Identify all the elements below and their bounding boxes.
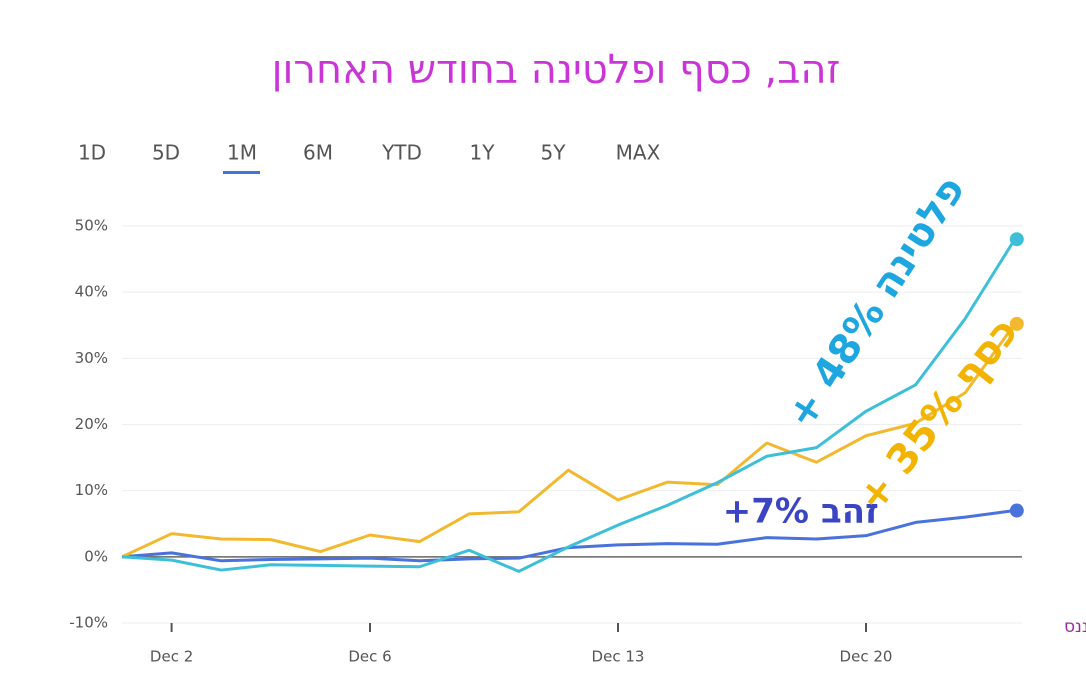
end-dot <box>1009 232 1024 247</box>
series-line <box>121 238 1017 573</box>
annotation-name: זהב <box>821 492 879 532</box>
y-tick-label: 10% <box>75 481 108 499</box>
y-tick-label: 50% <box>75 217 108 235</box>
y-tick-label: 40% <box>75 283 108 301</box>
range-tab[interactable]: 1M <box>227 141 257 165</box>
annotation-percent: +7% <box>723 492 809 532</box>
series-annotation: +7% זהב <box>723 492 879 532</box>
end-dot <box>1009 503 1024 518</box>
series-line <box>121 323 1017 559</box>
range-tab[interactable]: 1D <box>78 141 106 165</box>
range-tab[interactable]: 5D <box>152 141 180 165</box>
range-tab[interactable]: 6M <box>303 141 333 165</box>
selected-tab-underline <box>223 171 260 174</box>
annotation-percent: + 48% <box>778 291 895 436</box>
annotation-percent: + 35% <box>848 379 972 520</box>
range-tab[interactable]: 1Y <box>470 141 496 165</box>
chart-title: זהב, כסף ופלטינה בחודש האחרון <box>272 47 841 93</box>
x-tick-label: Dec 2 <box>150 648 193 666</box>
y-tick-label: -10% <box>69 614 108 632</box>
x-tick-label: Dec 13 <box>592 648 645 666</box>
x-tick-label: Dec 20 <box>840 648 893 666</box>
y-tick-label: 20% <box>75 415 108 433</box>
annotation-name: פלטינה <box>862 168 974 306</box>
x-tick-label: Dec 6 <box>348 648 391 666</box>
end-dot <box>1009 316 1024 331</box>
range-tab[interactable]: YTD <box>381 141 422 165</box>
y-tick-label: 30% <box>75 349 108 367</box>
y-tick-label: 0% <box>84 547 108 565</box>
range-tab[interactable]: MAX <box>616 141 661 165</box>
source: מקור: גוגל פייננס <box>1064 617 1086 637</box>
range-tab[interactable]: 5Y <box>541 141 567 165</box>
